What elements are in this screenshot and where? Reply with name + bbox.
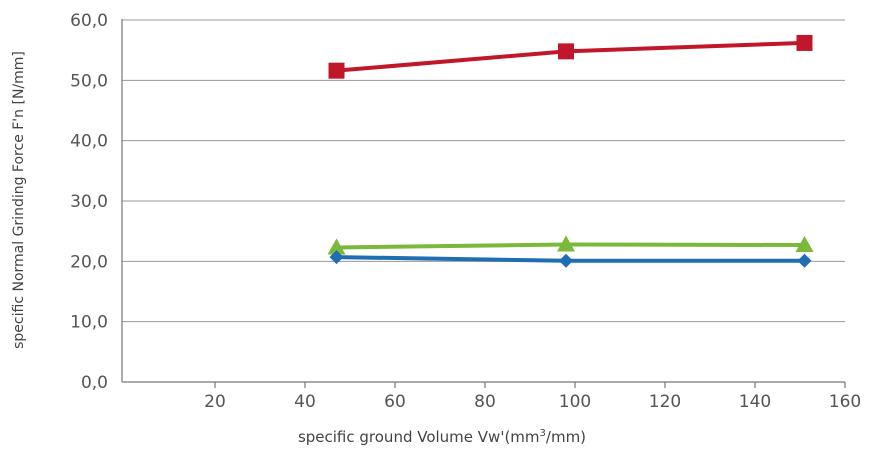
- data-point-triangle: [795, 236, 814, 253]
- y-tick-label: 10,0: [70, 313, 108, 333]
- data-point-diamond: [559, 253, 573, 268]
- x-axis-title: specific ground Volume Vw'(mm3/mm): [0, 428, 884, 446]
- data-point-triangle: [327, 238, 346, 255]
- data-series: [327, 34, 814, 268]
- y-tick-label: 30,0: [70, 192, 108, 212]
- series-diamond: [329, 250, 812, 268]
- y-tick-label: 60,0: [70, 11, 108, 31]
- data-point-square: [796, 34, 813, 51]
- x-axis-title-prefix: specific ground Volume Vw'(mm: [297, 428, 540, 446]
- x-axis-title-suffix: /mm): [545, 428, 587, 446]
- series-triangle: [327, 235, 814, 255]
- y-tick-labels: 0,0 10,0 20,0 30,0 40,0 50,0 60,0: [70, 11, 108, 393]
- grid-lines: [122, 19, 845, 323]
- x-tick-label: 40: [294, 392, 316, 412]
- x-tick-label: 60: [384, 392, 406, 412]
- x-tick-label: 140: [739, 392, 771, 412]
- data-point-square: [328, 62, 345, 79]
- y-axis-title: specific Normal Grinding Force F'n [N/mm…: [11, 51, 27, 349]
- data-point-diamond: [797, 253, 812, 268]
- x-tick-label: 120: [649, 392, 681, 412]
- y-tick-label: 50,0: [70, 71, 108, 91]
- data-point-triangle: [557, 235, 575, 252]
- x-tick-label: 160: [829, 392, 861, 412]
- data-point-diamond: [329, 250, 344, 265]
- x-tick-label: 20: [204, 392, 226, 412]
- x-tick-labels: 20 40 60 80 100 120 140 160: [204, 392, 861, 412]
- y-tick-label: 0,0: [81, 373, 108, 393]
- x-tick-label: 80: [474, 392, 496, 412]
- axes: [121, 19, 846, 388]
- x-axis-title-superscript: 3: [539, 428, 546, 439]
- x-tick-label: 100: [559, 392, 591, 412]
- series-square: [328, 34, 813, 79]
- y-tick-label: 40,0: [70, 132, 108, 152]
- y-tick-label: 20,0: [70, 252, 108, 272]
- data-point-square: [558, 43, 574, 60]
